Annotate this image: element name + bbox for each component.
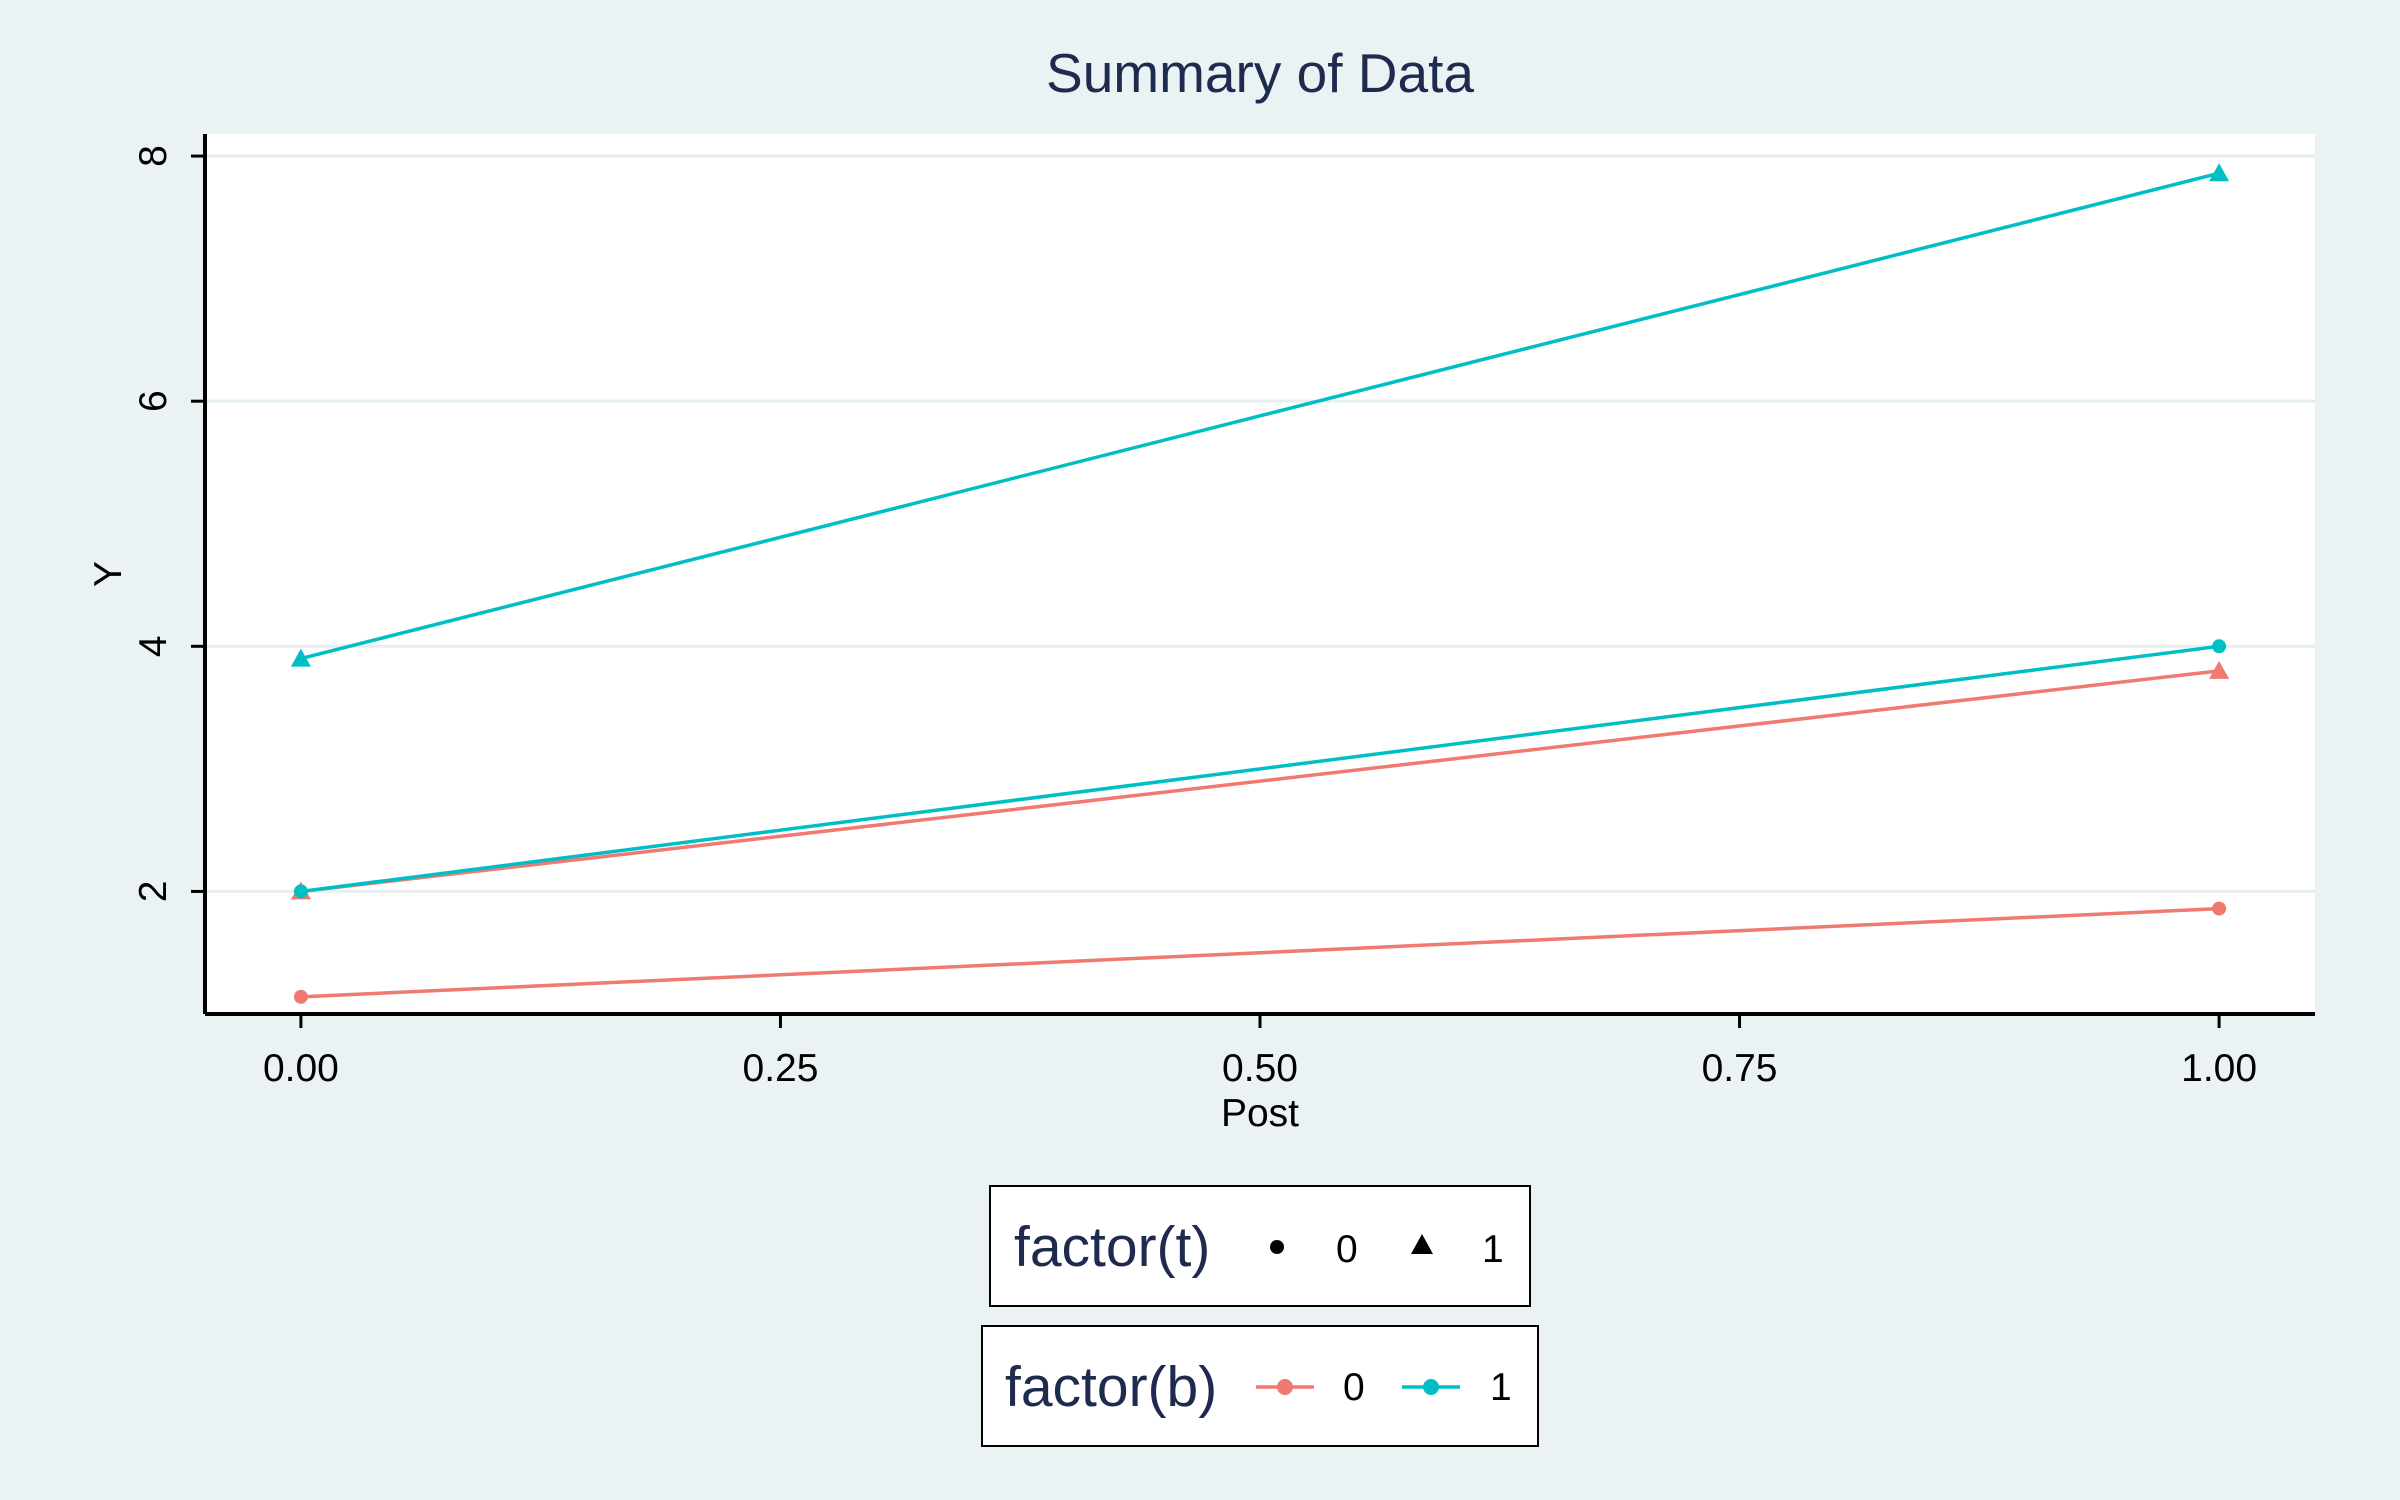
grid-lines: [205, 154, 2315, 893]
x-tick-label: 0.75: [1702, 1047, 1778, 1090]
legend-factor-b: factor(b) 0 1: [981, 1325, 1539, 1447]
y-tick-label: 8: [132, 145, 175, 167]
series-line-b1-t0: [300, 644, 2220, 894]
legend-t-label-1: 1: [1482, 1228, 1504, 1271]
point-b1-t0: [293, 884, 308, 899]
y-tick-label: 6: [132, 390, 175, 412]
series-line-b0-t1: [300, 669, 2220, 894]
point-b0-t0: [2212, 901, 2227, 916]
axis-ticks: 2 4 6 8 0.00 0.25 0.50 0.75 1.00: [132, 145, 2257, 1090]
legend-b-dot: [1423, 1379, 1439, 1395]
x-tick-label: 0.25: [743, 1047, 819, 1090]
legend-t-title: factor(t): [1014, 1215, 1210, 1279]
y-tick-label: 2: [132, 881, 175, 903]
legend-t-label-0: 0: [1336, 1228, 1358, 1271]
chart-title: Summary of Data: [1046, 42, 1474, 104]
x-tick-label: 0.50: [1222, 1047, 1298, 1090]
y-axis-label: Y: [87, 561, 130, 587]
point-b1-t1: [290, 648, 311, 667]
legend-b-label-0: 0: [1343, 1366, 1365, 1409]
x-axis-label: Post: [1221, 1092, 1299, 1135]
x-tick-label: 1.00: [2181, 1047, 2257, 1090]
point-b0-t0: [293, 989, 308, 1004]
legend-b-label-1: 1: [1490, 1366, 1512, 1409]
legend-factor-t: factor(t) 0 1: [989, 1185, 1531, 1307]
plot-panel: [205, 134, 2315, 1014]
series-line-b0-t0: [300, 906, 2220, 999]
x-tick-label: 0.00: [263, 1047, 339, 1090]
legend-t-triangle-key: [1411, 1234, 1433, 1254]
point-b1-t0: [2212, 639, 2227, 654]
y-tick-label: 4: [132, 635, 175, 657]
legend-b-key-0: [1256, 1379, 1314, 1395]
legend-t-box: [989, 1185, 1531, 1307]
point-b1-t1: [2209, 163, 2230, 182]
point-b0-t1: [2209, 660, 2230, 679]
series-line-b1-t1: [300, 171, 2220, 661]
legend-b-key-1: [1402, 1379, 1460, 1395]
series-layer: [290, 163, 2230, 1004]
legend-b-dot: [1277, 1379, 1293, 1395]
legend-t-circle-key: [1270, 1240, 1284, 1254]
legend-b-title: factor(b): [1005, 1355, 1217, 1419]
